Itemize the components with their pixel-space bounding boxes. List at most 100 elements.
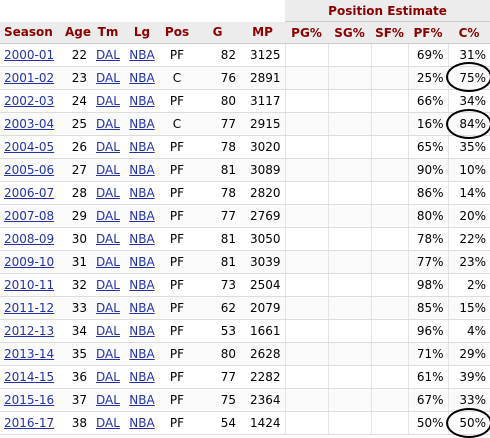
team-link[interactable]: DAL	[96, 347, 120, 361]
season-link[interactable]: 2006-07	[4, 186, 55, 200]
season-link[interactable]: 2003-04	[4, 117, 55, 131]
cell-sf-pct	[370, 365, 409, 389]
cell-league: NBA	[125, 204, 159, 228]
league-link[interactable]: NBA	[129, 255, 155, 269]
season-link[interactable]: 2016-17	[4, 416, 55, 430]
cell-games: 81	[195, 158, 240, 182]
team-link[interactable]: DAL	[96, 278, 120, 292]
col-header-pg-pct[interactable]: PG%	[285, 21, 329, 44]
team-link[interactable]: DAL	[96, 370, 120, 384]
cell-team: DAL	[91, 89, 125, 113]
col-header-pf-pct[interactable]: PF%	[408, 21, 449, 44]
col-header-minutes[interactable]: MP	[240, 21, 286, 44]
season-link[interactable]: 2010-11	[4, 278, 55, 292]
league-link[interactable]: NBA	[129, 370, 155, 384]
season-link[interactable]: 2000-01	[4, 48, 55, 62]
cell-season: 2009-10	[0, 250, 61, 274]
cell-minutes: 3089	[240, 158, 286, 182]
col-header-sf-pct[interactable]: SF%	[371, 21, 409, 44]
league-link[interactable]: NBA	[129, 232, 155, 246]
cell-age: 38	[61, 411, 91, 435]
team-link[interactable]: DAL	[96, 163, 120, 177]
season-link[interactable]: 2011-12	[4, 301, 55, 315]
cell-sf-pct	[370, 66, 409, 90]
cell-games: 81	[195, 250, 240, 274]
league-link[interactable]: NBA	[129, 48, 155, 62]
col-header-position[interactable]: Pos	[159, 21, 195, 44]
col-header-sg-pct[interactable]: SG%	[328, 21, 372, 44]
cell-minutes: 3125	[240, 43, 286, 67]
column-header-row: Season Age Tm Lg Pos G MP PG% SG% SF% PF…	[0, 21, 490, 44]
cell-position: PF	[159, 388, 195, 412]
col-header-age[interactable]: Age	[61, 21, 91, 44]
league-link[interactable]: NBA	[129, 117, 155, 131]
cell-sf-pct	[370, 273, 409, 297]
team-link[interactable]: DAL	[96, 324, 120, 338]
cell-team: DAL	[91, 135, 125, 159]
season-link[interactable]: 2012-13	[4, 324, 55, 338]
cell-season: 2013-14	[0, 342, 61, 366]
season-link[interactable]: 2014-15	[4, 370, 55, 384]
cell-team: DAL	[91, 227, 125, 251]
col-header-c-pct[interactable]: C%	[448, 21, 490, 44]
cell-minutes: 2915	[240, 112, 286, 136]
cell-sg-pct	[327, 227, 372, 251]
team-link[interactable]: DAL	[96, 209, 120, 223]
season-link[interactable]: 2008-09	[4, 232, 55, 246]
season-link[interactable]: 2002-03	[4, 94, 55, 108]
league-link[interactable]: NBA	[129, 163, 155, 177]
team-link[interactable]: DAL	[96, 48, 120, 62]
team-link[interactable]: DAL	[96, 94, 120, 108]
cell-sf-pct	[370, 388, 409, 412]
league-link[interactable]: NBA	[129, 301, 155, 315]
league-link[interactable]: NBA	[129, 140, 155, 154]
cell-season: 2014-15	[0, 365, 61, 389]
league-link[interactable]: NBA	[129, 209, 155, 223]
cell-games: 78	[195, 181, 240, 205]
cell-season: 2007-08	[0, 204, 61, 228]
cell-pf-pct: 61%	[407, 365, 449, 389]
cell-pg-pct	[284, 388, 329, 412]
league-link[interactable]: NBA	[129, 94, 155, 108]
col-header-team[interactable]: Tm	[91, 21, 125, 44]
league-link[interactable]: NBA	[129, 416, 155, 430]
league-link[interactable]: NBA	[129, 71, 155, 85]
col-header-league[interactable]: Lg	[125, 21, 159, 44]
cell-league: NBA	[125, 365, 159, 389]
league-link[interactable]: NBA	[129, 186, 155, 200]
team-link[interactable]: DAL	[96, 140, 120, 154]
cell-season: 2004-05	[0, 135, 61, 159]
league-link[interactable]: NBA	[129, 324, 155, 338]
season-link[interactable]: 2007-08	[4, 209, 55, 223]
cell-pf-pct: 96%	[407, 319, 449, 343]
team-link[interactable]: DAL	[96, 416, 120, 430]
cell-season: 2010-11	[0, 273, 61, 297]
cell-minutes: 2628	[240, 342, 286, 366]
table-row: 2009-10 31 DAL NBA PF 81 3039 77% 23%	[0, 250, 490, 274]
team-link[interactable]: DAL	[96, 232, 120, 246]
team-link[interactable]: DAL	[96, 186, 120, 200]
league-link[interactable]: NBA	[129, 393, 155, 407]
col-header-season[interactable]: Season	[0, 21, 61, 44]
team-link[interactable]: DAL	[96, 255, 120, 269]
cell-c-pct: 33%	[447, 388, 490, 412]
cell-games: 76	[195, 66, 240, 90]
cell-league: NBA	[125, 158, 159, 182]
league-link[interactable]: NBA	[129, 347, 155, 361]
cell-sf-pct	[370, 227, 409, 251]
cell-c-pct: 50%	[447, 411, 490, 435]
team-link[interactable]: DAL	[96, 117, 120, 131]
season-link[interactable]: 2005-06	[4, 163, 55, 177]
col-header-games[interactable]: G	[195, 21, 240, 44]
season-link[interactable]: 2001-02	[4, 71, 55, 85]
season-link[interactable]: 2013-14	[4, 347, 55, 361]
cell-pf-pct: 77%	[407, 250, 449, 274]
league-link[interactable]: NBA	[129, 278, 155, 292]
season-link[interactable]: 2015-16	[4, 393, 55, 407]
team-link[interactable]: DAL	[96, 393, 120, 407]
team-link[interactable]: DAL	[96, 71, 120, 85]
season-link[interactable]: 2004-05	[4, 140, 55, 154]
season-link[interactable]: 2009-10	[4, 255, 55, 269]
team-link[interactable]: DAL	[96, 301, 120, 315]
